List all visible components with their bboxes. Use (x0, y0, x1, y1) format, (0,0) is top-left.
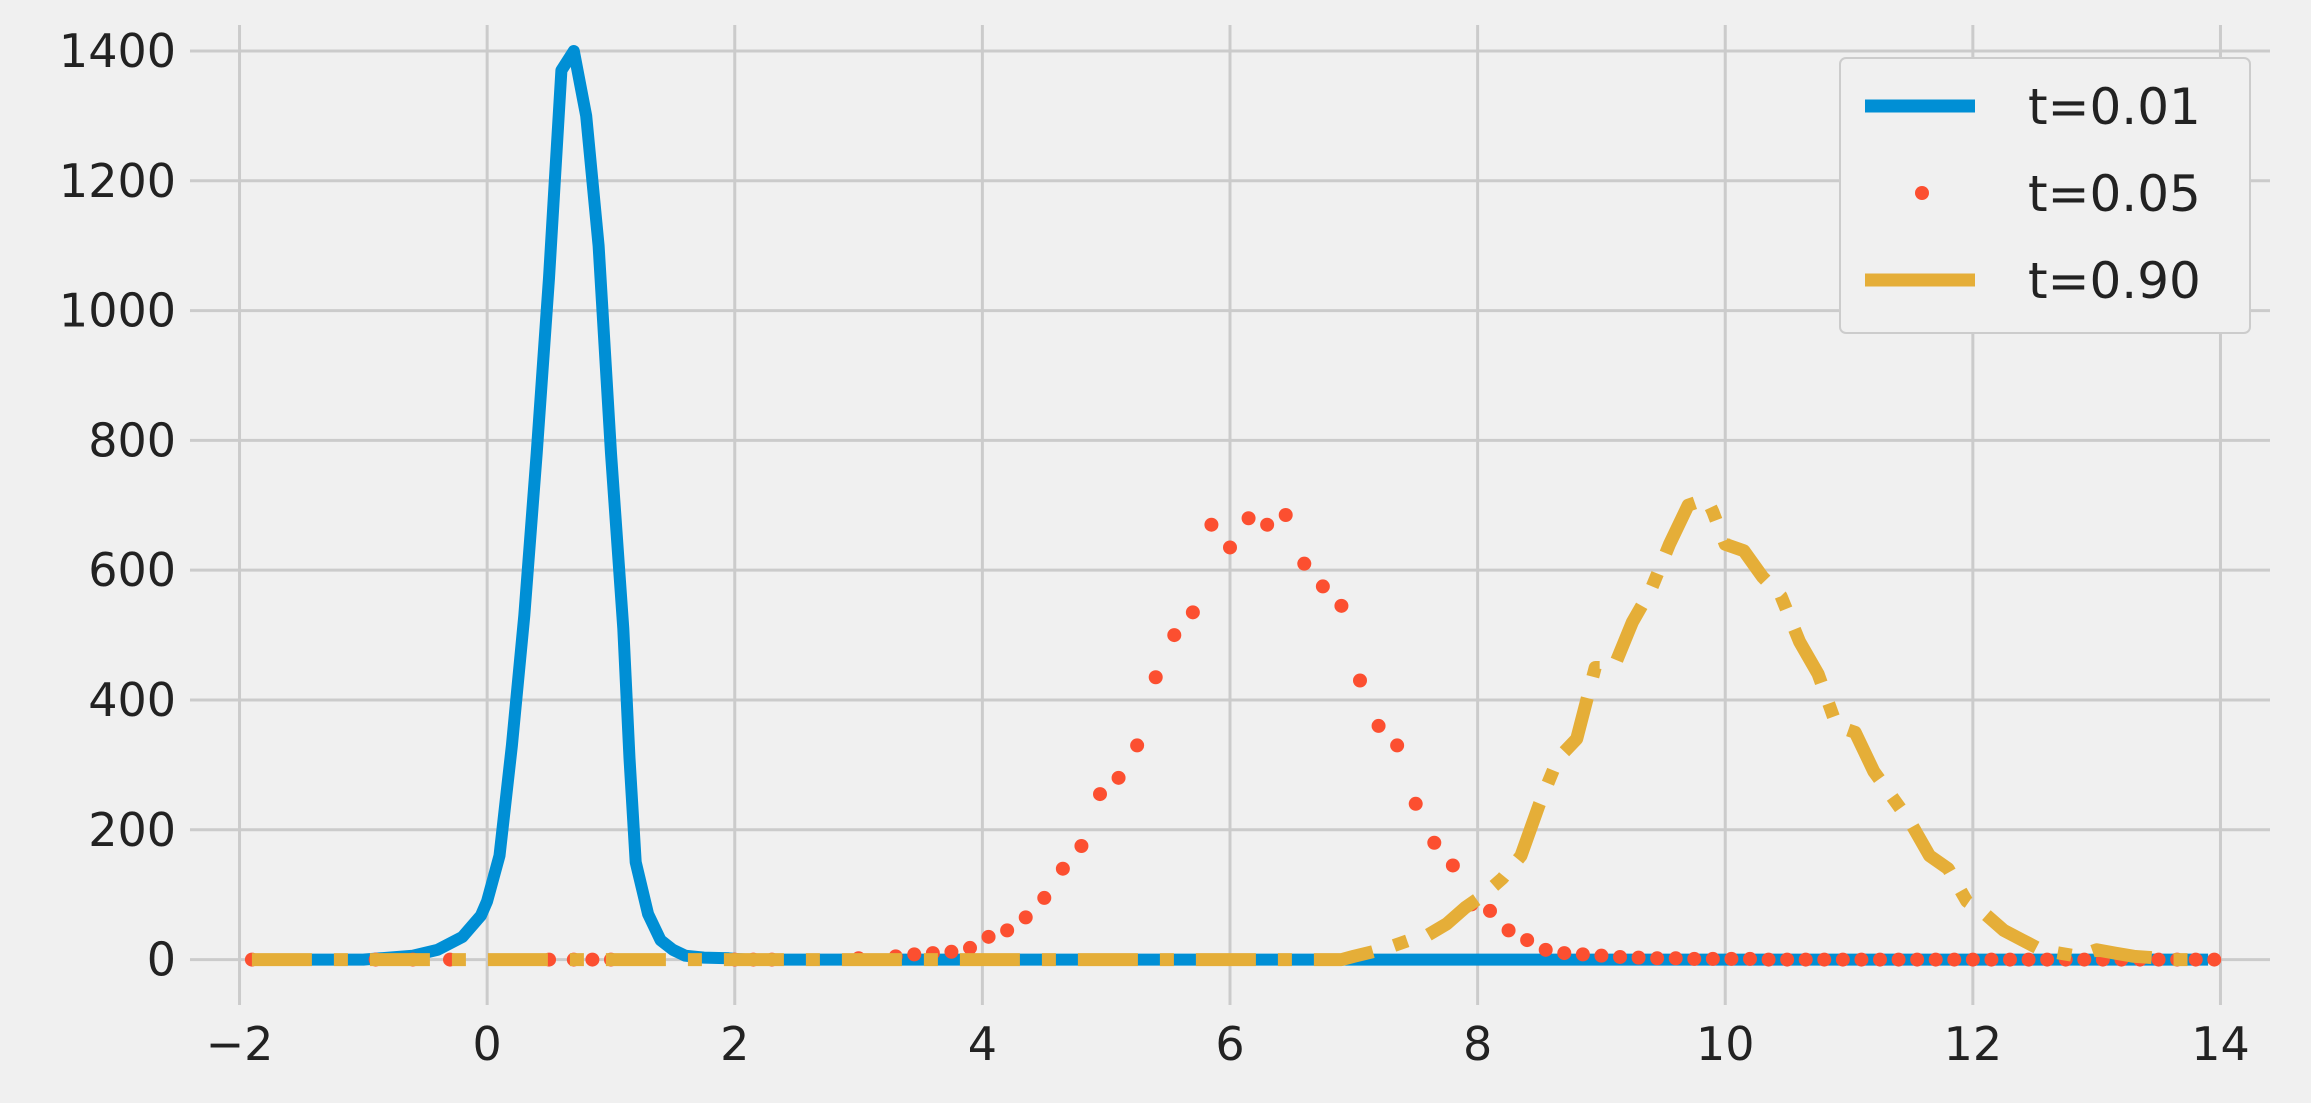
series-2-point (963, 940, 977, 955)
series-2-point (1724, 951, 1739, 966)
series-2-point (1891, 952, 1906, 967)
series-2-point (1501, 923, 1516, 938)
y-tick-label: 600 (88, 543, 176, 597)
x-tick-label: 8 (1463, 1017, 1492, 1071)
series-2-point (1167, 628, 1182, 643)
x-tick-label: −2 (206, 1017, 274, 1071)
series-2-point (1055, 861, 1070, 876)
series-2-point (2207, 952, 2222, 967)
x-tick-label: 6 (1215, 1017, 1244, 1071)
series-2-point (1873, 952, 1887, 967)
y-tick-label: 800 (88, 413, 176, 467)
series-2-point (1241, 511, 1256, 526)
series-2-point (1538, 942, 1553, 957)
series-2-point (2040, 952, 2055, 967)
plot-area (244, 45, 2222, 967)
series-2-point (1705, 951, 1720, 966)
y-tick-label: 0 (147, 933, 176, 987)
series-2-point (1780, 952, 1795, 967)
series-2-point (1260, 517, 1275, 532)
series-2-point (1594, 948, 1609, 963)
legend-label-3: t=0.90 (2028, 252, 2201, 310)
legend-swatch-2 (1915, 186, 1929, 200)
series-2-point (1130, 738, 1145, 753)
series-2-point (1743, 951, 1757, 966)
series-2-point (2021, 952, 2036, 967)
series-2-point (1037, 890, 1052, 905)
x-tick-label: 10 (1696, 1017, 1755, 1071)
series-2-point (1427, 835, 1442, 850)
legend-label-1: t=0.01 (2028, 78, 2201, 136)
series-2-point (907, 947, 922, 962)
series-2-point (1390, 738, 1405, 753)
series-2-point (1445, 858, 1460, 873)
series-2-point (1111, 770, 1126, 785)
legend: t=0.01 t=0.05 t=0.90 (1839, 57, 2251, 334)
series-2-point (1835, 952, 1850, 967)
x-axis-ticks: −2 0 2 4 6 8 10 12 14 (206, 1017, 2250, 1071)
series-2-point (1074, 838, 1089, 853)
series-2-point (1278, 508, 1293, 522)
series-2-point (1761, 952, 1776, 967)
series-2-point (1687, 951, 1702, 966)
series-2-point (1148, 670, 1163, 685)
series-2-point (1334, 598, 1349, 613)
series-2-point (1947, 952, 1962, 967)
x-tick-label: 2 (720, 1017, 749, 1071)
series-2-point (1315, 579, 1330, 594)
y-tick-label: 200 (88, 803, 176, 857)
series-2-point (1371, 718, 1386, 733)
series-2-point (1185, 605, 1200, 620)
y-tick-label: 1000 (59, 284, 176, 338)
y-tick-label: 400 (88, 673, 176, 727)
y-tick-label: 1200 (59, 154, 176, 208)
series-2-point (944, 944, 959, 959)
series-2-point (1798, 952, 1813, 967)
x-tick-label: 0 (473, 1017, 502, 1071)
series-2-point (2188, 952, 2203, 967)
x-tick-label: 14 (2191, 1017, 2250, 1071)
series-2-point (1353, 673, 1367, 688)
series-2-point (1557, 946, 1572, 961)
series-2-point (1575, 947, 1590, 962)
series-2-point (981, 929, 996, 944)
series-2-point (1965, 952, 1980, 967)
series-2-point (2151, 952, 2166, 967)
series-2-point (2003, 952, 2017, 967)
series-2-point (1018, 910, 1033, 925)
series-2-point (1204, 517, 1219, 532)
series-2-point (1631, 950, 1646, 965)
x-tick-label: 4 (968, 1017, 997, 1071)
series-2-point (1093, 787, 1107, 802)
series-2-point (1000, 923, 1015, 938)
series-3-line (251, 492, 2209, 967)
y-axis-ticks: 0 200 400 600 800 1000 1200 1400 (59, 24, 176, 987)
series-2-point (1520, 933, 1535, 948)
series-2-point (1984, 952, 1999, 967)
series-2-point (1297, 556, 1312, 571)
series-2-point (1928, 952, 1943, 967)
series-2-point (1613, 949, 1627, 964)
series-2-point (585, 952, 600, 967)
series-2-point (1650, 951, 1665, 966)
series-2-point (1408, 796, 1423, 811)
legend-box (1839, 57, 2251, 334)
legend-label-2: t=0.05 (2028, 165, 2201, 223)
series-2-point (1483, 903, 1497, 918)
series-2-point (1817, 952, 1832, 967)
series-2-point (1854, 952, 1869, 967)
series-2-point (1223, 540, 1237, 555)
series-2-point (2077, 952, 2092, 967)
y-tick-label: 1400 (59, 24, 176, 78)
x-tick-label: 12 (1944, 1017, 2003, 1071)
series-2-point (1910, 952, 1925, 967)
grid (190, 25, 2270, 1005)
series-2-point (1668, 951, 1683, 966)
